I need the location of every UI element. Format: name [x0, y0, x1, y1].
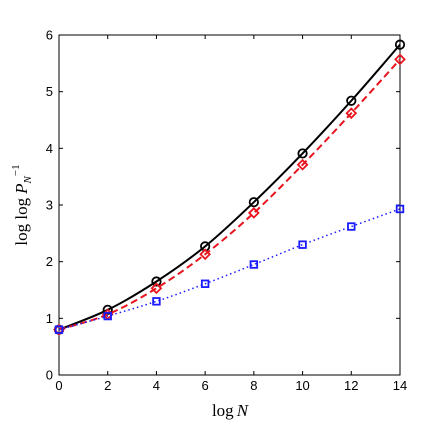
- data-point: [200, 279, 210, 288]
- data-point: [394, 53, 406, 66]
- series-layer: [53, 39, 406, 336]
- y-tick-label: 5: [46, 84, 53, 99]
- x-tick-label: 14: [393, 378, 407, 393]
- data-point: [247, 207, 260, 219]
- y-tick-label: 0: [46, 368, 53, 383]
- data-point: [103, 311, 112, 321]
- y-axis-label: log logPN−1: [10, 164, 34, 245]
- y-tick-label: 2: [46, 254, 53, 269]
- data-point: [199, 248, 212, 261]
- data-point: [151, 276, 162, 287]
- y-tick-label: 6: [46, 28, 53, 43]
- y-tick-label: 1: [46, 311, 53, 326]
- data-point: [394, 39, 406, 50]
- data-point: [296, 158, 309, 171]
- data-point: [346, 95, 357, 106]
- x-tick-label: 8: [250, 378, 257, 393]
- x-tick-label: 10: [295, 378, 309, 393]
- data-point: [297, 148, 308, 159]
- y-tick-label: 4: [46, 141, 53, 156]
- x-tick-label: 6: [202, 378, 209, 393]
- y-tick-label: 3: [46, 198, 53, 213]
- data-point: [298, 240, 307, 249]
- x-axis-label: log N: [212, 401, 250, 420]
- x-tick-label: 12: [344, 378, 358, 393]
- data-point: [248, 197, 259, 208]
- x-tick-label: 0: [55, 378, 62, 393]
- series-3: [54, 204, 405, 334]
- plot-area: [58, 34, 401, 376]
- data-point: [54, 325, 64, 334]
- data-point: [395, 204, 405, 214]
- series-line: [58, 58, 401, 331]
- x-tick-label: 4: [153, 378, 160, 393]
- data-point: [150, 282, 163, 295]
- data-point: [345, 107, 358, 120]
- x-tick-label: 2: [104, 378, 111, 393]
- data-point: [249, 260, 259, 269]
- data-point: [102, 304, 113, 315]
- series-line: [58, 43, 401, 331]
- data-point: [152, 297, 161, 306]
- data-point: [347, 222, 356, 231]
